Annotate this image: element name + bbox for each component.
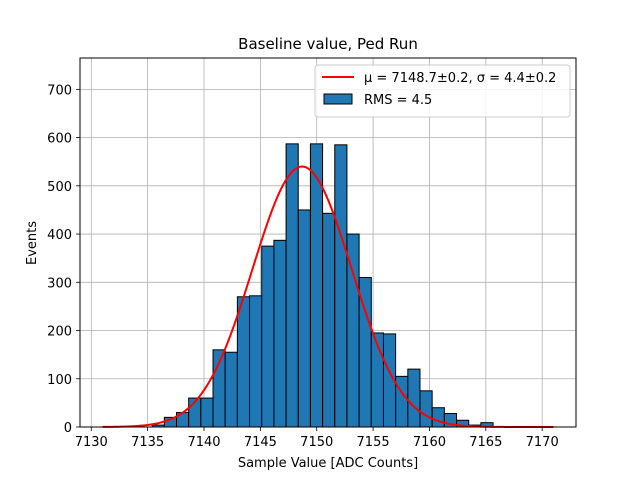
legend-fit-separator: , [468, 71, 476, 86]
histogram-bar [407, 368, 421, 428]
y-tick-label: 300 [47, 276, 72, 291]
x-axis-label: Sample Value [ADC Counts] [238, 456, 418, 471]
x-tick-label: 7130 [75, 435, 108, 450]
histogram-bar [273, 239, 287, 428]
y-tick-label: 500 [47, 180, 72, 195]
y-tick-label: 400 [47, 228, 72, 243]
chart-title: Baseline value, Ped Run [238, 35, 418, 53]
y-tick-label: 200 [47, 325, 72, 340]
histogram-bar [236, 296, 251, 428]
histogram-bars [151, 143, 506, 428]
x-tick-label: 7140 [187, 435, 220, 450]
y-tick-label: 0 [64, 421, 72, 436]
legend-fit-sigma: σ = 4.4±0.2 [477, 71, 557, 86]
legend-fit-label: μ = 7148.7±0.2, σ = 4.4±0.2 [364, 71, 556, 86]
histogram-bar [419, 390, 433, 428]
histogram-bar [200, 397, 214, 428]
y-tick-label: 700 [47, 83, 72, 98]
x-tick-label: 7165 [469, 435, 502, 450]
histogram-bar [334, 144, 348, 428]
plot-frame [79, 57, 577, 428]
histogram-bar [322, 212, 336, 428]
histogram-bar [285, 143, 299, 428]
axis-ticks: 7130 7135 7140 7145 7150 7155 7160 7165 7170 0 100… [47, 83, 559, 450]
x-tick-label: 7150 [300, 435, 333, 450]
histogram-bar [431, 407, 445, 428]
legend-hist-swatch [323, 93, 353, 105]
x-tick-label: 7135 [131, 435, 164, 450]
x-tick-label: 7145 [244, 435, 277, 450]
x-tick-label: 7155 [357, 435, 390, 450]
y-tick-label: 600 [47, 132, 72, 147]
histogram-bar [261, 245, 275, 428]
legend-hist-label: RMS = 4.5 [364, 93, 432, 108]
histogram-bar [395, 375, 409, 428]
histogram-bar [249, 295, 263, 428]
legend-box [314, 64, 571, 118]
histogram-bar [297, 209, 311, 428]
y-axis-label: Events [25, 221, 40, 265]
histogram-bar [224, 351, 238, 428]
x-tick-label: 7170 [526, 435, 559, 450]
x-tick-label: 7160 [413, 435, 446, 450]
legend: μ = 7148.7±0.2, σ = 4.4±0.2 RMS = 4.5 [314, 64, 571, 118]
y-tick-label: 100 [47, 373, 72, 388]
legend-fit-mu: μ = 7148.7±0.2 [364, 71, 468, 86]
